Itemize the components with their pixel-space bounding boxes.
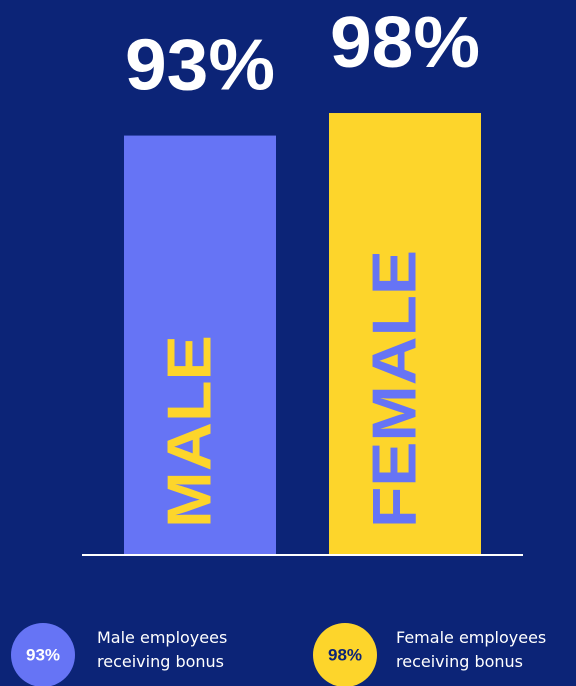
legend-swatch [313, 623, 377, 686]
legend-text: Male employees receiving bonus [97, 628, 228, 671]
bar [329, 113, 481, 556]
value-label: 98% [330, 3, 480, 83]
value-label: 93% [125, 26, 275, 106]
legend-text: Female employees receiving bonus [396, 628, 547, 671]
legend-value: 98% [328, 645, 362, 664]
legend-swatch [11, 623, 75, 686]
legend-value: 93% [26, 645, 60, 664]
category-label: FEMALE [360, 250, 429, 528]
bar [124, 135, 276, 555]
category-label: MALE [155, 335, 224, 528]
